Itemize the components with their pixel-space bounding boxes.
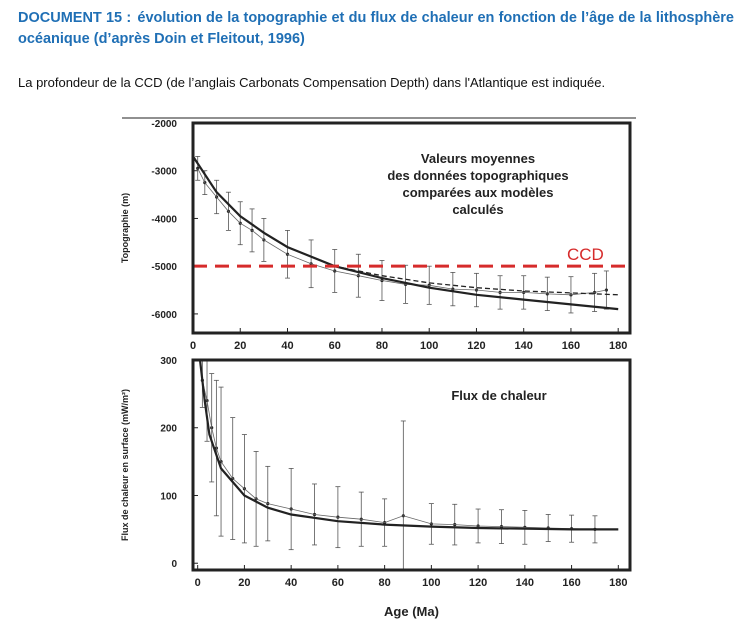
chart-annotation: Flux de chaleur [451,388,546,403]
y-axis-label: Topographie (m) [120,193,130,263]
x-tick-label: 60 [329,340,341,352]
y-tick-label: -6000 [151,310,177,321]
model-curve [198,360,619,531]
chart-annotation: calculés [452,202,503,217]
x-tick-label: 20 [238,577,250,589]
x-tick-label: 120 [469,577,487,589]
x-tick-label: 100 [422,577,440,589]
ccd-label: CCD [567,245,604,264]
plot-area [198,360,619,570]
x-tick-label: 40 [281,340,293,352]
x-tick-label: 60 [332,577,344,589]
y-tick-label: -2000 [151,119,177,130]
x-tick-label: 160 [562,340,580,352]
y-tick-label: -5000 [151,262,177,273]
intro-text: La profondeur de la CCD (de l’anglais Ca… [18,75,606,90]
x-tick-label: 180 [609,577,627,589]
mean-line [197,168,607,296]
y-tick-label: 300 [160,356,177,367]
chart-annotation: comparées aux modèles [402,185,553,200]
y-tick-label: 200 [160,424,177,435]
plot-frame [191,358,632,572]
chart-annotation: des données topographiques [387,168,568,183]
topography-panel: 0 20 40 60 80 100 120 140 160 180 -2000 -3000 -4000 -… [120,117,636,352]
data-series [199,360,598,570]
heat-flow-panel: 0 20 40 60 80 100 120 140 160 180 300 200 100 0 Flux d… [120,356,632,619]
x-tick-label: 100 [420,340,438,352]
x-tick-label: 80 [379,577,391,589]
x-tick-label: 180 [609,340,627,352]
x-tick-label: 120 [467,340,485,352]
chart-annotation: Valeurs moyennes [421,151,535,166]
x-tick-label: 160 [562,577,580,589]
x-tick-label: 80 [376,340,388,352]
y-tick-label: -3000 [151,167,177,178]
y-tick-label: 100 [160,491,177,502]
plot-area [193,155,630,314]
model-curve-dashed [193,156,619,296]
model-curve [193,155,619,311]
x-tick-label: 20 [234,340,246,352]
document-label: DOCUMENT 15 : [18,10,132,26]
plot-frame [191,121,632,335]
y-tick-label: 0 [171,559,177,570]
y-tick-label: -4000 [151,214,177,225]
x-tick-label: 0 [190,340,196,352]
x-tick-label: 140 [516,577,534,589]
mean-line [201,380,595,530]
x-tick-label: 40 [285,577,297,589]
document-title: DOCUMENT 15 : évolution de la topographi… [18,8,734,50]
x-axis-label: Age (Ma) [384,604,439,619]
y-axis-label: Flux de chaleur en surface (mW/m²) [120,389,130,541]
x-tick-label: 140 [515,340,533,352]
document-title-text: évolution de la topographie et du flux d… [18,10,734,47]
x-tick-label: 0 [195,577,201,589]
